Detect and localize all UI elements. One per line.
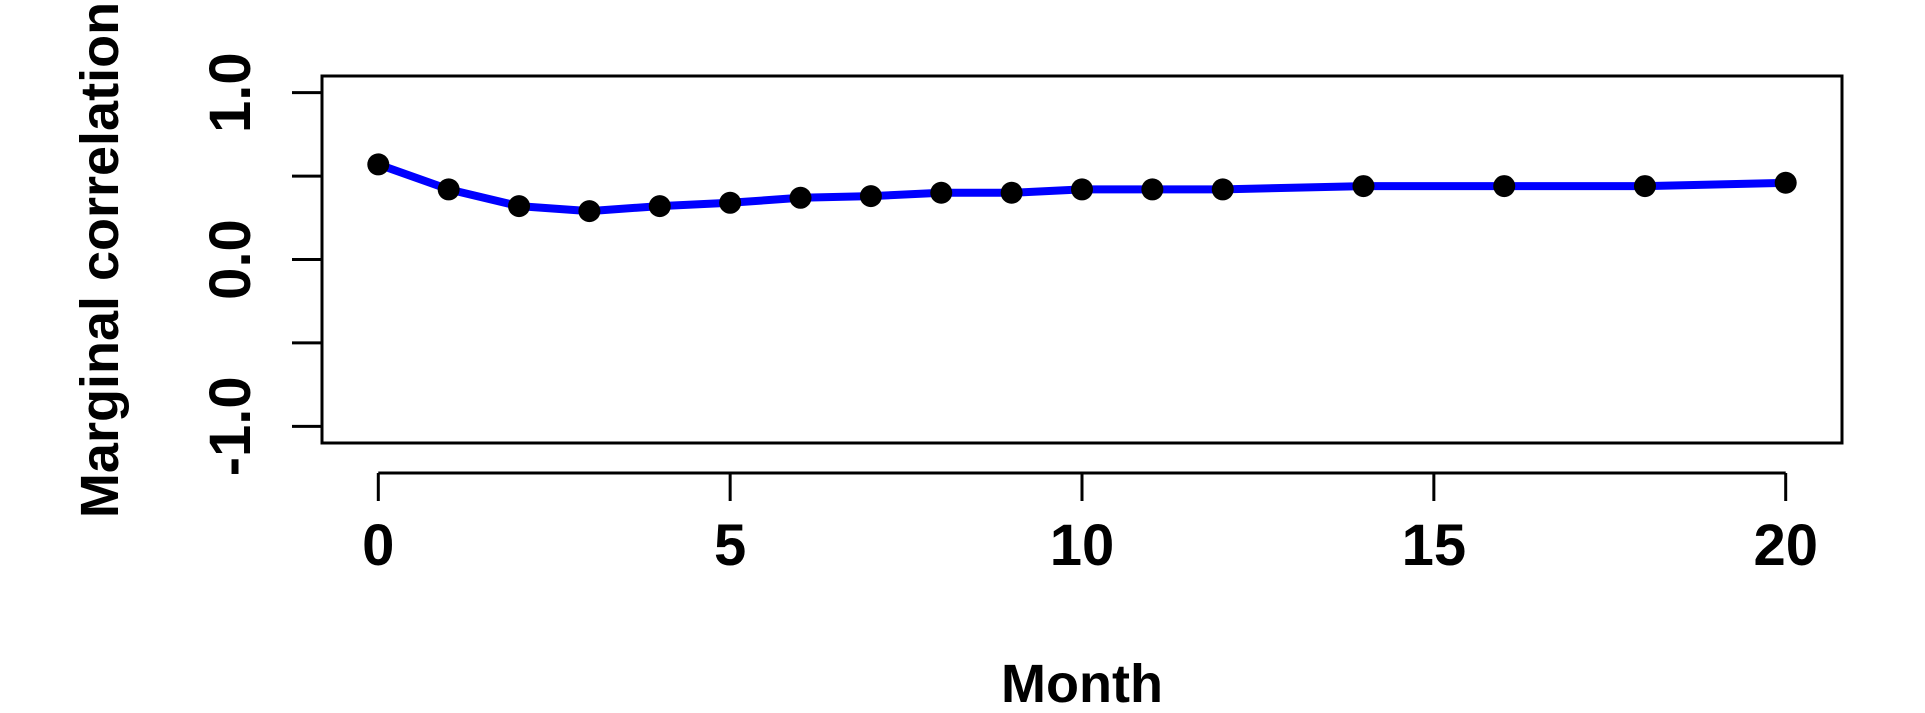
data-point <box>508 195 531 218</box>
data-point <box>1211 178 1234 201</box>
data-point <box>578 200 601 223</box>
y-axis: -1.0 0.0 1.0 <box>198 52 324 476</box>
data-point <box>930 181 953 204</box>
data-point <box>789 186 812 209</box>
series-layer <box>367 153 1797 223</box>
plot-frame <box>320 74 1844 445</box>
data-point <box>648 195 671 218</box>
x-axis-title: Month <box>1001 654 1163 713</box>
data-point <box>1000 181 1023 204</box>
data-point <box>1493 175 1516 198</box>
y-tick-label: 1.0 <box>198 52 263 133</box>
x-axis: 0 5 10 15 20 <box>362 471 1818 578</box>
y-axis-title: Marginal correlation <box>70 2 130 518</box>
data-point <box>719 191 742 214</box>
data-point <box>1774 171 1797 194</box>
x-tick-label: 0 <box>362 513 394 578</box>
data-point <box>1633 175 1656 198</box>
x-tick-label: 5 <box>714 513 746 578</box>
data-point <box>1071 178 1093 201</box>
y-tick-label: -1.0 <box>198 376 263 476</box>
data-point <box>367 153 390 176</box>
data-point <box>437 178 460 201</box>
data-point <box>1141 178 1164 201</box>
data-point <box>859 185 882 208</box>
data-point <box>1352 175 1375 198</box>
x-tick-label: 20 <box>1753 513 1818 578</box>
y-tick-label: 0.0 <box>198 219 263 300</box>
x-tick-label: 10 <box>1050 513 1115 578</box>
x-tick-label: 15 <box>1402 513 1467 578</box>
